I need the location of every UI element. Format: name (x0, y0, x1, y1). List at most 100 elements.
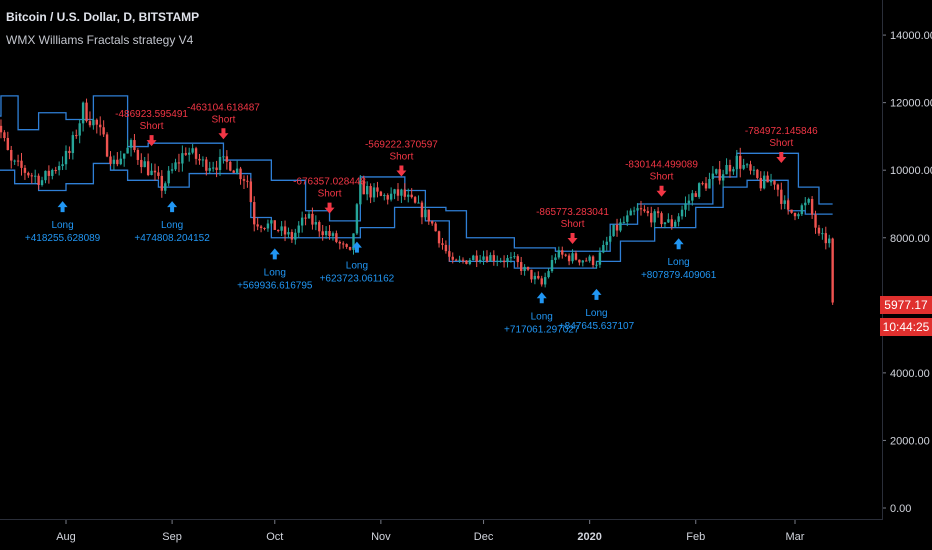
x-tick-label: Mar (786, 531, 805, 543)
candle-body (157, 172, 160, 176)
candle-body (403, 189, 407, 197)
short-profit: -463104.618487 (187, 102, 260, 113)
candle-body (769, 180, 773, 183)
candle-body (400, 189, 403, 196)
candle-body (451, 256, 454, 260)
candle-body (810, 199, 814, 215)
candle-body (622, 221, 626, 223)
candle-body (263, 227, 266, 229)
y-tick-label: 12000.00 (890, 98, 932, 110)
candle-body (786, 200, 790, 210)
candle-body (92, 119, 95, 126)
candle-body (448, 251, 451, 257)
x-tick-label: Aug (56, 531, 76, 543)
candle-body (557, 250, 561, 258)
candle-body (324, 231, 328, 236)
candle-body (636, 208, 639, 211)
candle-body (235, 168, 239, 173)
candle-body (632, 210, 636, 212)
candle-body (355, 204, 359, 234)
candle-body (160, 175, 164, 191)
candle-body (420, 202, 424, 218)
candle-body (229, 161, 232, 171)
candle-body (133, 140, 136, 151)
candle-body (78, 123, 81, 136)
candle-body (33, 175, 37, 177)
candle-body (431, 221, 434, 224)
candle-body (61, 164, 64, 167)
candle-body (444, 244, 448, 252)
candle-body (164, 183, 167, 191)
short-profit: -830144.499089 (625, 160, 698, 171)
candle-body (670, 219, 673, 227)
candle-body (653, 211, 656, 223)
short-arrow-icon (776, 151, 787, 163)
long-profit: +717061.297027 (504, 324, 580, 335)
candle-body (814, 214, 817, 228)
candle-body (311, 213, 314, 225)
candle-body (273, 220, 276, 230)
candle-body (51, 169, 54, 176)
candle-body (184, 153, 187, 155)
candle-body (509, 257, 513, 259)
chart-title: Bitcoin / U.S. Dollar, D, BITSTAMP (6, 10, 200, 24)
candle-body (71, 135, 75, 154)
candle-body (804, 202, 807, 206)
candle-body (297, 225, 300, 233)
candle-body (660, 213, 663, 225)
candle-body (715, 169, 718, 174)
candle-body (482, 256, 485, 260)
candle-body (338, 241, 342, 244)
candle-body (502, 260, 506, 263)
candle-body (766, 175, 769, 183)
candle-body (256, 224, 259, 227)
candle-body (150, 170, 153, 176)
candle-body (81, 102, 85, 124)
short-profit: -676357.028448 (293, 177, 366, 188)
candle-body (588, 256, 591, 261)
candle-body (389, 193, 393, 200)
candle-body (352, 233, 355, 250)
candle-body (136, 150, 140, 160)
candle-body (434, 223, 437, 232)
x-tick-label: Oct (266, 531, 283, 543)
candle-body (701, 183, 704, 185)
candle-body (23, 167, 27, 173)
candle-body (708, 178, 711, 189)
candle-body (259, 226, 263, 228)
last-price-badge: 5977.17 (880, 296, 932, 314)
trade-signals: Long+418255.628089Short-486923.595491Lon… (25, 102, 818, 335)
candle-body (797, 214, 800, 217)
candle-body (280, 226, 283, 231)
candle-body (205, 159, 208, 171)
candle-body (780, 189, 783, 204)
y-tick-label: 0.00 (890, 503, 911, 515)
candle-body (95, 119, 99, 125)
candle-body (537, 275, 540, 279)
candle-body (198, 158, 201, 161)
candle-body (608, 236, 612, 242)
long-arrow-icon (351, 241, 362, 253)
candle-body (694, 193, 697, 197)
short-label: Short (389, 151, 413, 162)
candle-body (571, 253, 574, 262)
candle-body (386, 195, 389, 200)
short-label: Short (318, 189, 342, 200)
x-tick-label: 2020 (577, 531, 601, 543)
candle-body (650, 213, 653, 223)
candle-body (40, 180, 44, 186)
candle-body (369, 186, 372, 198)
candle-body (461, 259, 465, 261)
short-label: Short (650, 172, 674, 183)
candle-body (612, 224, 615, 237)
candle-body (756, 169, 759, 178)
candle-body (30, 175, 33, 177)
candle-body (16, 160, 20, 162)
candle-body (828, 238, 831, 244)
fractal-down-line (0, 162, 833, 269)
candle-body (215, 167, 218, 171)
candle-body (20, 160, 23, 168)
candle-body (691, 193, 694, 201)
candle-body (47, 170, 51, 176)
candle-body (626, 215, 629, 222)
